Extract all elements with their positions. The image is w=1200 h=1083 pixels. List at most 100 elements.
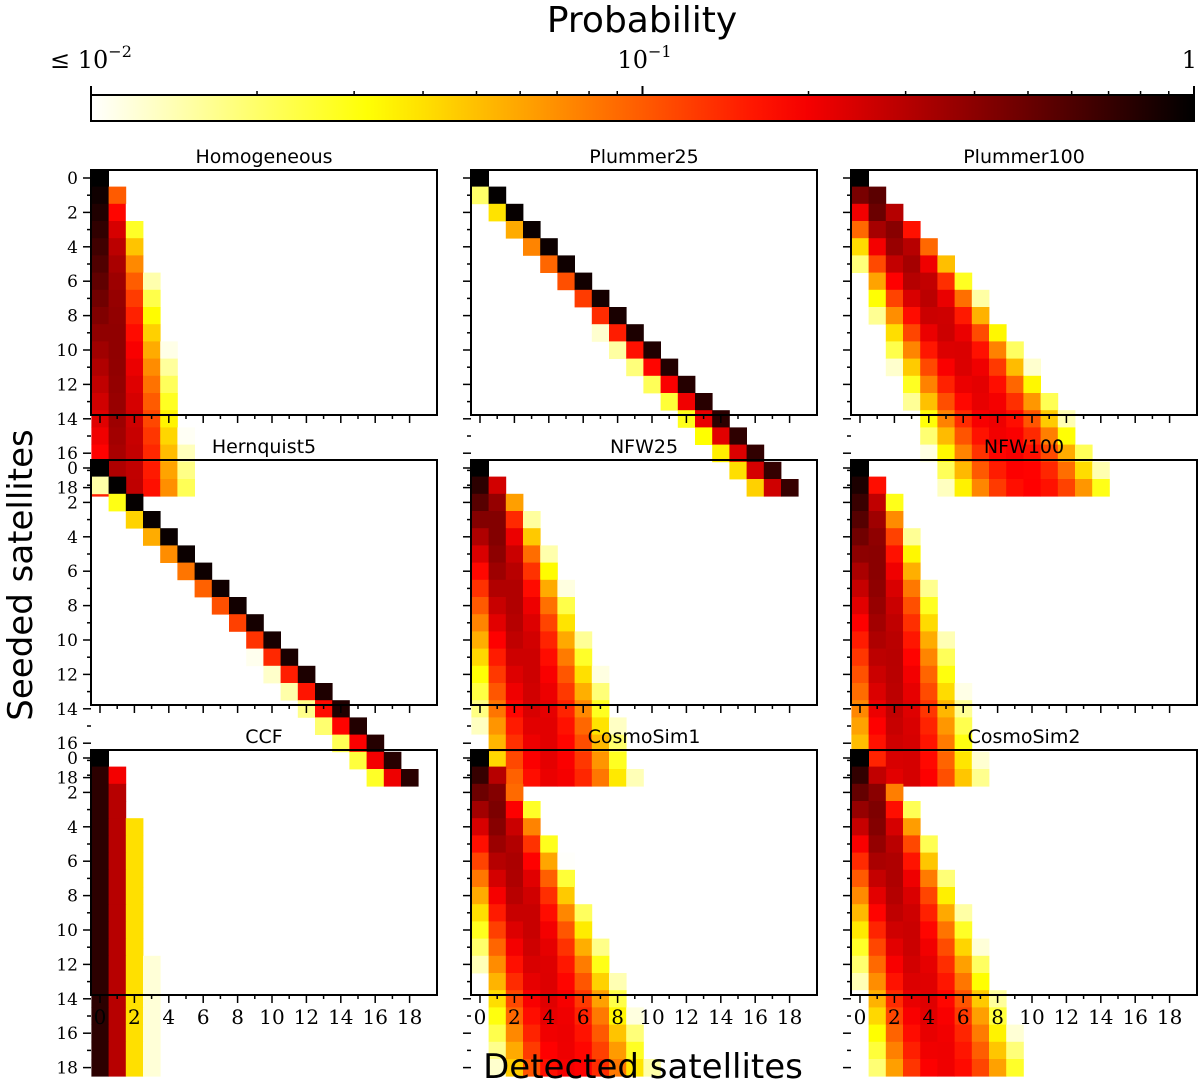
heatmap-cell	[868, 683, 887, 701]
heatmap-cell	[574, 1041, 593, 1060]
y-tick-label: 12	[56, 665, 78, 685]
heatmap-cell	[91, 375, 109, 394]
heatmap-cell	[868, 307, 887, 325]
heatmap-cell	[488, 203, 507, 222]
heatmap-cell	[540, 769, 558, 787]
heatmap-cell	[712, 427, 730, 445]
heatmap-cell	[488, 852, 507, 871]
heatmap-cell	[920, 717, 938, 735]
colorbar-tick-exponent: −2	[108, 42, 132, 61]
heatmap-cell	[488, 1041, 507, 1060]
heatmap-cell	[954, 393, 973, 411]
heatmap-cell	[471, 186, 489, 205]
heatmap-cell	[488, 614, 507, 632]
heatmap-cell	[246, 614, 264, 632]
heatmap-cell	[280, 648, 299, 667]
heatmap-cell	[401, 769, 419, 787]
heatmap-cell	[851, 597, 869, 615]
heatmap-cell	[1075, 479, 1093, 497]
heatmap-cell	[609, 1024, 627, 1043]
x-tick-label: 14	[328, 1005, 353, 1029]
heatmap-cell	[746, 479, 765, 497]
heatmap-cell	[505, 801, 524, 819]
heatmap-cell	[626, 1007, 644, 1025]
heatmap-cell	[108, 766, 127, 785]
panel-ticks: 0 2 4 6 8 10 12 14 16 18	[56, 169, 411, 499]
y-tick-label: 6	[67, 562, 78, 582]
heatmap-cell	[488, 766, 507, 785]
heatmap-cell	[920, 751, 938, 770]
heatmap-cell	[937, 1024, 955, 1043]
heatmap-cell	[954, 1041, 973, 1060]
heatmap-cell	[989, 358, 1007, 377]
heatmap-cell	[1023, 427, 1041, 445]
heatmap-cell	[885, 562, 904, 581]
heatmap-cell	[471, 783, 489, 802]
heatmap-cell	[1006, 427, 1024, 445]
heatmap-cell	[471, 597, 489, 615]
heatmap-cell	[471, 938, 489, 957]
heatmap-cell	[971, 479, 990, 497]
heatmap-cell	[125, 887, 144, 905]
heatmap-cell	[989, 479, 1007, 497]
heatmap-cell	[903, 734, 921, 753]
y-tick-label: 16	[56, 444, 78, 464]
heatmap-cell	[194, 562, 213, 581]
heatmap-cell	[557, 938, 575, 957]
heatmap-cell	[989, 1007, 1007, 1025]
colorbar-tick-base: 10	[617, 46, 648, 74]
heatmap-cell	[885, 717, 904, 735]
heatmap-cell	[540, 545, 558, 563]
heatmap-cell	[591, 938, 610, 957]
heatmap-cell	[868, 1041, 887, 1060]
heatmap-cell	[505, 614, 524, 632]
heatmap-cell	[125, 904, 144, 922]
y-tick-label: 4	[67, 818, 78, 838]
colorbar-gradient	[90, 94, 1195, 122]
heatmap-cell	[540, 887, 558, 905]
heatmap-cell	[471, 852, 489, 871]
heatmap-cell	[91, 818, 109, 836]
y-tick-label: 2	[67, 783, 78, 803]
heatmap-cell	[1023, 393, 1041, 411]
heatmap-cell	[591, 769, 610, 787]
heatmap-cell	[903, 921, 921, 939]
heatmap-cell	[851, 665, 869, 684]
heatmap-cell	[903, 648, 921, 667]
heatmap-cell	[108, 203, 127, 222]
heatmap-cell	[574, 272, 593, 291]
heatmap-cell	[557, 904, 575, 922]
heatmap-cell	[557, 1007, 575, 1025]
heatmap-cell	[540, 734, 558, 753]
heatmap-cell	[523, 579, 541, 598]
panel-frame	[850, 169, 1198, 416]
heatmap-cell	[297, 665, 316, 684]
heatmap-cell	[383, 751, 402, 770]
heatmap-cell	[954, 955, 973, 974]
heatmap-cell	[1006, 461, 1024, 480]
x-tick-label: 2	[128, 1005, 141, 1029]
heatmap-cell	[626, 324, 644, 342]
heatmap-cell	[505, 511, 524, 529]
heatmap-cell	[557, 717, 575, 735]
heatmap-cell	[903, 272, 921, 291]
heatmap-cell	[868, 186, 887, 205]
y-tick-label: 0	[67, 169, 78, 189]
heatmap-cell	[903, 751, 921, 770]
heatmap-cell	[557, 955, 575, 974]
heatmap-cell	[574, 921, 593, 939]
heatmap-cell	[523, 562, 541, 581]
heatmap-cell	[971, 307, 990, 325]
heatmap-cell	[160, 545, 178, 563]
heatmap-cell	[91, 887, 109, 905]
heatmap-cell	[125, 869, 144, 888]
heatmap-cell	[91, 169, 109, 187]
panel-title: CCF	[245, 726, 282, 748]
heatmap-cell	[937, 1007, 955, 1025]
heatmap-cell	[1057, 427, 1076, 445]
panel-frame	[470, 169, 818, 416]
heatmap-cell	[626, 1024, 644, 1043]
colorbar-tick-labels: ≤ 10−2 10−1 1	[50, 42, 1197, 74]
heatmap-cell	[903, 545, 921, 563]
